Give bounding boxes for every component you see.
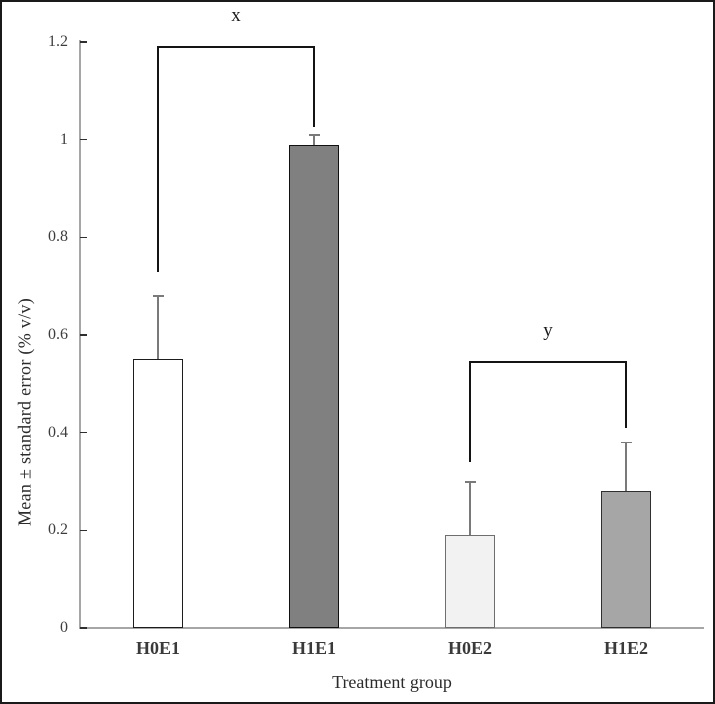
bar-h1e2 [601,491,651,628]
error-bar-cap-h0e2 [464,480,476,483]
significance-bracket-y-top [469,360,627,363]
category-label-h0e2: H0E2 [447,638,492,658]
error-bar-line-h0e1 [157,295,159,360]
y-tick-mark [80,627,87,629]
error-bar-line-h1e2 [625,442,627,492]
category-label-h1e1: H1E1 [291,638,336,658]
error-bar-line-h0e2 [469,481,471,536]
y-tick-mark [80,236,87,239]
significance-bracket-x-left [157,46,159,272]
bar-h0e2 [445,535,495,628]
y-tick-label: 0.8 [48,228,68,246]
y-tick-label: 0.2 [48,521,68,539]
category-label-h1e2: H1E2 [603,638,648,658]
significance-bracket-x-right [313,46,315,128]
bar-h0e1 [133,359,183,628]
y-tick-label: 0.6 [48,326,68,343]
significance-bracket-x-top [157,45,315,48]
y-tick-label: 1 [60,130,68,148]
y-tick-label: 0 [60,619,68,636]
x-axis-line [79,627,704,629]
y-tick-mark [80,334,87,336]
y-axis-line [79,40,81,629]
y-tick-mark [80,431,87,434]
error-bar-cap-h1e1 [308,134,320,136]
y-tick-mark [80,41,87,43]
bar-h1e1 [289,144,339,628]
x-axis-title: Treatment group [332,672,452,692]
error-bar-cap-h0e1 [152,295,164,297]
significance-bracket-y-right [625,361,627,428]
bracket-label-y: y [543,319,553,341]
category-label-h0e1: H0E1 [135,638,180,658]
error-bar-cap-h1e2 [620,441,632,444]
error-bar-line-h1e1 [313,134,315,145]
significance-bracket-y-left [469,361,471,462]
bracket-label-x: x [231,4,241,26]
y-tick-mark [80,529,87,532]
y-tick-mark [80,138,87,141]
y-tick-label: 0.4 [48,423,68,441]
y-tick-label: 1.2 [48,33,68,50]
